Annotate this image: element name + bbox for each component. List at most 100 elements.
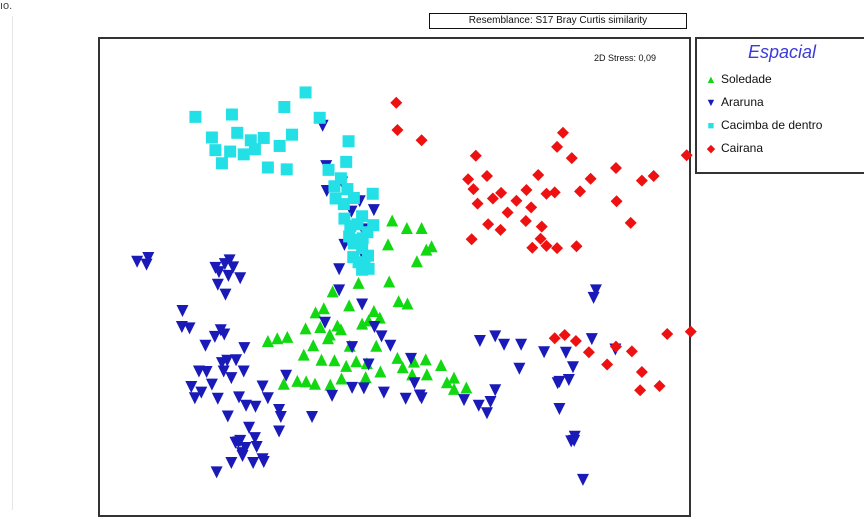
data-point-triangle-up [396,361,409,374]
legend-item-cacimba-de-dentro: ■ Cacimba de dentro [705,118,823,132]
data-point-triangle-down [356,298,369,311]
data-point-triangle-down [234,272,247,285]
data-point-triangle-up [373,311,386,324]
data-point-triangle-down [273,425,286,438]
data-point-triangle-down [257,456,270,469]
data-point-diamond [465,233,478,246]
data-point-diamond [680,149,693,162]
data-point-triangle-down [326,389,339,402]
data-point-diamond [556,126,569,139]
data-point-diamond [480,169,493,182]
data-point-diamond [584,172,597,185]
data-point-square [356,232,369,245]
data-point-square [225,108,238,121]
page-edge-divider [12,16,13,510]
data-point-triangle-down [538,346,551,359]
data-point-diamond [415,134,428,147]
legend-item-cairana: ◆ Cairana [705,141,763,155]
data-point-triangle-down [222,269,235,282]
data-point-triangle-down [247,456,260,469]
data-point-triangle-down [218,258,231,271]
data-point-diamond [653,380,666,393]
data-point-diamond [635,174,648,187]
data-point-triangle-down [248,432,261,445]
data-point-triangle-down [209,261,222,274]
data-point-triangle-up [383,275,396,288]
data-point-square [248,143,261,156]
data-point-triangle-up [420,368,433,381]
data-point-triangle-down [188,392,201,405]
data-point-diamond [551,242,564,255]
data-point-triangle-up [359,371,372,384]
data-point-triangle-down [368,320,381,333]
data-point-triangle-down [273,403,286,416]
data-point-square [189,110,202,123]
diamond-icon: ◆ [706,143,716,155]
data-point-triangle-down [237,365,250,378]
data-point-triangle-down [585,333,598,346]
data-point-triangle-down [498,338,511,351]
data-point-triangle-up [352,276,365,289]
data-point-triangle-up [271,332,284,345]
data-point-triangle-down [249,400,262,413]
data-point-triangle-up [335,372,348,385]
data-point-triangle-down [377,386,390,399]
data-point-diamond [501,206,514,219]
data-point-triangle-down [318,316,331,329]
data-point-diamond [570,240,583,253]
legend: Espacial ▲ Soledade ▼ Araruna ■ Cacimba de … [695,37,864,174]
data-point-triangle-down [480,407,493,420]
data-point-triangle-up [401,297,414,310]
data-point-square [278,101,291,114]
data-point-diamond [601,358,614,371]
data-point-diamond [548,186,561,199]
data-point-square [367,219,380,232]
data-point-triangle-down [176,305,189,318]
data-point-triangle-up [370,339,383,352]
data-point-diamond [661,328,674,341]
data-point-diamond [609,161,622,174]
data-point-triangle-up [391,351,404,364]
data-point-triangle-down [472,399,485,412]
data-point-triangle-down [566,361,579,374]
triangle-down-icon: ▼ [705,97,717,109]
data-point-diamond [582,346,595,359]
data-point-diamond [609,340,622,353]
data-point-triangle-down [346,381,359,394]
data-point-diamond [486,192,499,205]
triangle-up-icon: ▲ [705,74,717,86]
data-point-triangle-down [208,330,221,343]
data-point-square [343,230,356,243]
data-point-triangle-up [314,320,327,333]
data-point-triangle-up [420,243,433,256]
data-point-diamond [551,140,564,153]
data-point-triangle-down [384,339,397,352]
data-point-triangle-up [300,375,313,388]
data-point-triangle-up [392,295,405,308]
data-point-square [313,111,326,124]
data-point-triangle-down [195,386,208,399]
data-point-triangle-down [565,435,578,448]
corner-fragment: ıo. [0,0,13,12]
data-point-diamond [635,365,648,378]
stress-annotation: 2D Stress: 0,09 [594,53,657,63]
data-point-square [280,163,293,176]
data-point-triangle-down [562,373,575,386]
data-point-triangle-up [460,381,473,394]
data-point-triangle-down [142,252,155,265]
data-point-triangle-up [309,306,322,319]
data-point-triangle-down [214,324,227,337]
data-point-square [286,128,299,141]
data-point-triangle-up [367,305,380,318]
data-point-diamond [624,216,637,229]
data-point-square [209,144,222,157]
data-point-triangle-down [200,365,213,378]
data-point-square [337,198,350,211]
data-point-triangle-up [277,377,290,390]
marker-layer [131,86,697,486]
data-point-square [231,126,244,139]
data-point-triangle-down [131,255,144,268]
data-point-triangle-up [261,335,274,348]
data-point-square [344,220,357,233]
data-point-triangle-up [317,302,330,315]
